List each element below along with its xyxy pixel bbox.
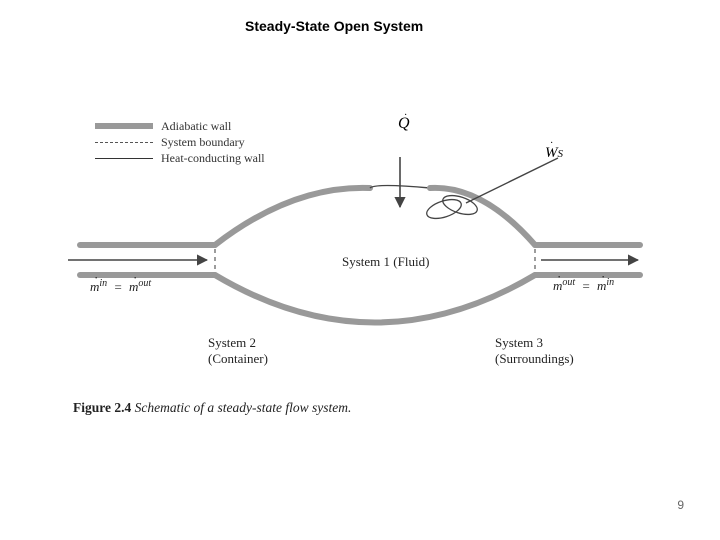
system2-label: System 2 (Container) [208,335,268,368]
sup-in-l: in [99,278,107,289]
page-title: Steady-State Open System [245,18,423,34]
sup-out-r: out [562,277,575,288]
m-left-2: m [129,279,138,294]
work-ws-label: WS [545,145,563,162]
caption-figure-text: Schematic of a steady-state flow system. [131,400,351,415]
heat-q-label: Q [398,115,410,133]
sys2-line2: (Container) [208,351,268,366]
sys3-line1: System 3 [495,335,543,350]
m-left-1: m [90,279,99,294]
mass-flow-right: mout = min [553,277,614,294]
eq-l: = [114,279,123,294]
eq-r: = [582,278,591,293]
system3-label: System 3 (Surroundings) [495,335,574,368]
sys3-line2: (Surroundings) [495,351,574,366]
ws-letter: W [545,145,558,161]
m-right-1: m [553,278,562,293]
system1-label: System 1 (Fluid) [342,254,429,270]
sup-out-l: out [138,278,151,289]
page-number: 9 [677,498,684,512]
caption-figure-num: Figure 2.4 [73,400,131,415]
sys2-line1: System 2 [208,335,256,350]
figure-caption: Figure 2.4 Schematic of a steady-state f… [73,400,351,416]
ws-sub: S [558,148,564,160]
m-right-2: m [597,278,606,293]
sup-in-r: in [606,277,614,288]
mass-flow-left: min = mout [90,278,151,295]
